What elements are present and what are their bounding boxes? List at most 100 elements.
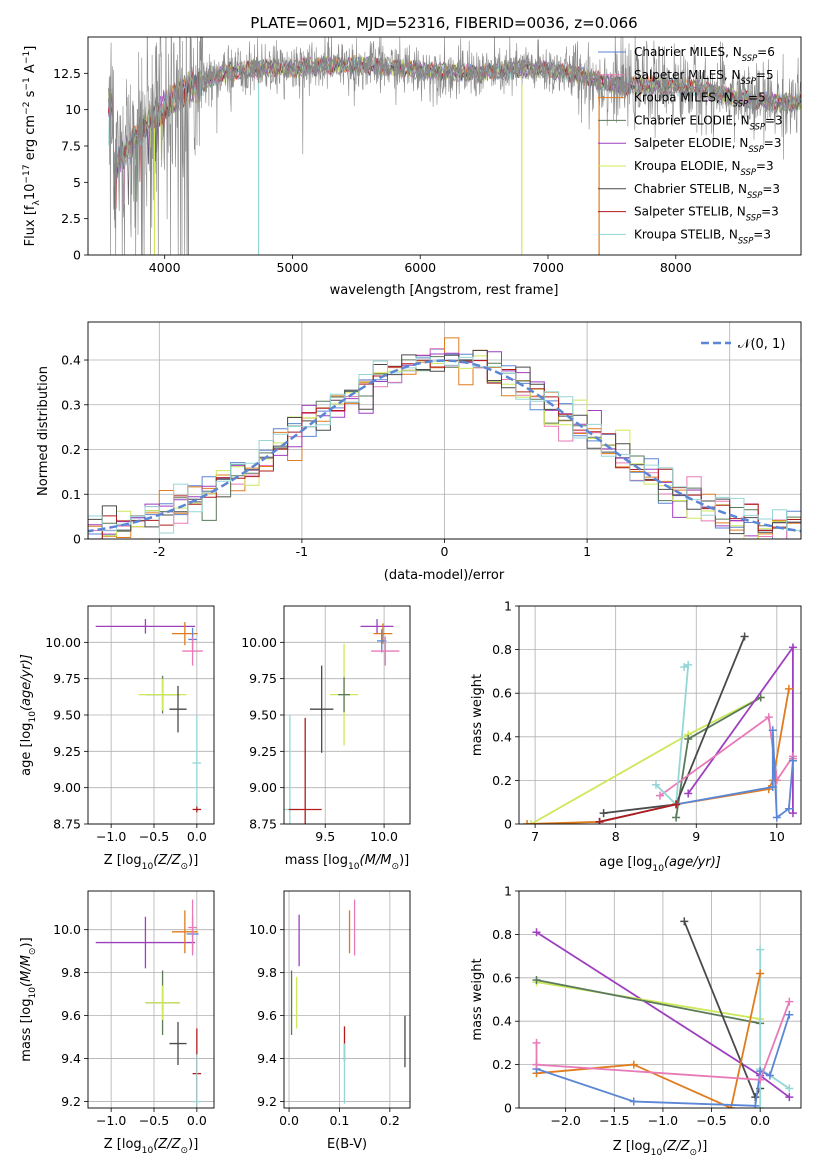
x-tick-label: −1.0 bbox=[96, 829, 126, 844]
weight-point-marker bbox=[651, 780, 660, 789]
legend-entry: Salpeter ELODIE, NSSP=3 bbox=[634, 136, 782, 154]
x-tick-label: 9 bbox=[692, 829, 700, 844]
x-axis-label: Z [log10(Z/Z⊙)] bbox=[104, 1137, 199, 1156]
y-tick-label: 1 bbox=[504, 884, 512, 899]
y-tick-label: 10.0 bbox=[53, 922, 81, 937]
x-tick-label: 0.2 bbox=[380, 1113, 400, 1128]
axes-frame bbox=[518, 890, 802, 1109]
x-tick-label: −0.5 bbox=[139, 1113, 169, 1128]
y-axis-label: mass weight bbox=[470, 958, 485, 1040]
weight-point-marker bbox=[532, 975, 541, 984]
legend-entry: Chabrier STELIB, NSSP=3 bbox=[634, 182, 780, 200]
y-tick-label: 1 bbox=[504, 599, 512, 614]
weight-point-marker bbox=[629, 1060, 638, 1069]
y-tick-label: 0 bbox=[73, 532, 81, 547]
weight-point-marker bbox=[532, 1038, 541, 1047]
y-tick-label: 9.4 bbox=[257, 1051, 277, 1066]
y-tick-label: 9.50 bbox=[249, 708, 277, 723]
y-tick-label: 10.0 bbox=[249, 922, 277, 937]
legend-entry: Chabrier ELODIE, NSSP=3 bbox=[634, 113, 783, 131]
weight-point-marker bbox=[785, 1093, 794, 1102]
errorbar-points bbox=[290, 899, 406, 1104]
axes-frame bbox=[87, 605, 215, 825]
weight-series-line bbox=[535, 1001, 791, 1081]
weight-point-marker bbox=[672, 813, 681, 822]
weight-point-marker bbox=[523, 820, 532, 824]
weight-point-marker bbox=[740, 632, 749, 641]
weight-point-marker bbox=[788, 643, 797, 652]
chart-title: PLATE=0601, MJD=52316, FIBERID=0036, z=0… bbox=[250, 14, 637, 32]
y-tick-label: 0.8 bbox=[492, 927, 512, 942]
weight-point-marker bbox=[599, 809, 608, 818]
axes-frame bbox=[518, 605, 802, 825]
x-tick-label: 10 bbox=[769, 829, 785, 844]
y-axis-label: Normed distribution bbox=[36, 366, 51, 496]
weight-point-marker bbox=[785, 1084, 794, 1093]
legend-entry: Chabrier MILES, NSSP=6 bbox=[634, 45, 775, 63]
axes-frame bbox=[283, 605, 411, 825]
legend-entry: Kroupa STELIB, NSSP=3 bbox=[634, 227, 771, 245]
x-tick-label: 0.0 bbox=[279, 1113, 299, 1128]
y-tick-label: 0 bbox=[73, 248, 81, 263]
y-tick-label: 9.75 bbox=[53, 671, 81, 686]
x-tick-label: −0.5 bbox=[139, 829, 169, 844]
y-tick-label: 10.00 bbox=[241, 635, 277, 650]
weight-lines bbox=[532, 917, 794, 1108]
y-tick-label: 0 bbox=[504, 1101, 512, 1116]
weight-point-marker bbox=[684, 660, 693, 669]
x-tick-label: 0 bbox=[441, 544, 449, 559]
data-spectrum-line bbox=[108, 37, 801, 255]
weight-point-marker bbox=[784, 804, 793, 813]
y-tick-label: 0.4 bbox=[492, 1014, 512, 1029]
y-tick-label: 0.6 bbox=[492, 970, 512, 985]
x-tick-label: 8000 bbox=[660, 260, 692, 275]
x-tick-label: 7 bbox=[531, 829, 539, 844]
axes-frame bbox=[87, 890, 215, 1109]
panel-age_vs_Z: −1.0 −0.5 0.0 8.75 9.00 9.25 9.50 9.75 10.00 Z [l… bbox=[19, 605, 215, 872]
weight-series-line bbox=[599, 803, 677, 823]
legend-entry: Salpeter STELIB, NSSP=3 bbox=[634, 205, 779, 223]
x-axis-label: (data-model)/error bbox=[384, 568, 505, 583]
x-tick-label: -1 bbox=[296, 544, 308, 559]
x-tick-label: 2 bbox=[726, 544, 734, 559]
x-tick-label: -2 bbox=[153, 544, 165, 559]
y-tick-label: 10.00 bbox=[45, 635, 81, 650]
x-tick-label: 8 bbox=[612, 829, 620, 844]
y-tick-label: 9.6 bbox=[257, 1008, 277, 1023]
axes-frame bbox=[87, 36, 802, 256]
x-tick-label: 4000 bbox=[149, 260, 181, 275]
y-tick-label: 12.5 bbox=[53, 66, 81, 81]
weight-point-marker bbox=[768, 726, 777, 735]
weight-point-marker bbox=[784, 684, 793, 693]
panel-age_vs_mass: 9.5 10.0 8.75 9.00 9.25 9.50 9.75 10.00 mass [lo… bbox=[241, 605, 411, 872]
y-tick-label: 0.2 bbox=[492, 1057, 512, 1072]
normal-reference-curve bbox=[88, 359, 801, 533]
y-tick-label: 9.4 bbox=[61, 1051, 81, 1066]
panel-residuals: -2 -1 0 1 2 0 0.1 0.2 0.3 0.4 (data-model)/error No… bbox=[36, 321, 802, 583]
weight-point-marker bbox=[595, 817, 604, 824]
weight-point-marker bbox=[672, 800, 681, 809]
y-tick-label: 0.4 bbox=[61, 353, 81, 368]
weight-series-line bbox=[536, 1014, 791, 1107]
y-tick-label: 0.1 bbox=[61, 487, 81, 502]
legend-entry: Kroupa ELODIE, NSSP=3 bbox=[634, 159, 774, 177]
weight-point-marker bbox=[680, 917, 689, 926]
x-tick-label: 1 bbox=[583, 544, 591, 559]
x-tick-label: 6000 bbox=[404, 260, 436, 275]
x-tick-label: 7000 bbox=[532, 260, 564, 275]
weight-lines bbox=[523, 632, 797, 824]
weight-point-marker bbox=[532, 1060, 541, 1069]
y-axis-label: age [log10(age/yr)] bbox=[19, 654, 38, 776]
weight-point-marker bbox=[684, 789, 693, 798]
x-tick-label: 0.0 bbox=[187, 829, 207, 844]
y-tick-label: 0.3 bbox=[61, 397, 81, 412]
y-axis-label: mass weight bbox=[470, 674, 485, 756]
histogram-traces bbox=[88, 337, 801, 539]
weight-point-marker bbox=[788, 756, 797, 765]
x-tick-label: −1.0 bbox=[648, 1113, 678, 1128]
y-tick-label: 9.8 bbox=[257, 965, 277, 980]
x-axis-label: Z [log10(Z/Z⊙)] bbox=[104, 853, 199, 872]
y-tick-label: 10 bbox=[65, 102, 81, 117]
x-tick-label: 5000 bbox=[277, 260, 309, 275]
